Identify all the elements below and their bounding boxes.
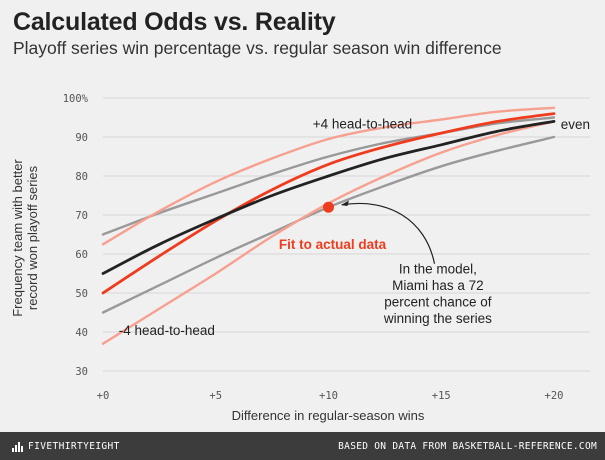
y-tick-label: 30	[75, 366, 88, 378]
x-tick-label: +0	[97, 390, 110, 402]
x-tick-label: +20	[545, 390, 564, 402]
y-tick-label: 80	[75, 171, 88, 183]
brand-name: FIVETHIRTYEIGHT	[28, 441, 120, 452]
y-tick-label: 100%	[63, 93, 89, 105]
arrowhead-icon	[340, 200, 349, 207]
y-ticks: 30 40 50 60 70 80 90 100%	[63, 93, 89, 378]
callout-line: winning the series	[383, 311, 492, 326]
callout-line: Miami has a 72	[392, 278, 484, 293]
chart-area: 30 40 50 60 70 80 90 100% +0 +5 +10 +15 +20 +4 head…	[10, 93, 590, 423]
callout-line: percent chance of	[384, 295, 492, 310]
fivethirtyeight-logo-icon	[12, 442, 23, 452]
annotations: +4 head-to-head even -4 head-to-head Fit to…	[119, 116, 590, 338]
x-tick-label: +15	[432, 390, 451, 402]
x-tick-label: +10	[319, 390, 338, 402]
series-line-fit-4-head-to-head	[101, 106, 556, 246]
y-tick-label: 90	[75, 132, 88, 144]
annotation-fit-to-actual-data: Fit to actual data	[279, 237, 387, 252]
annotation-arrow	[341, 202, 436, 264]
x-tick-label: +5	[209, 390, 222, 402]
annotation-4-head-to-head: -4 head-to-head	[119, 323, 215, 338]
series-line-fit-to-actual-data	[101, 112, 556, 295]
y-tick-label: 60	[75, 249, 88, 261]
miami-data-point	[323, 201, 334, 213]
source-credit: BASED ON DATA FROM BASKETBALL-REFERENCE.…	[338, 441, 597, 452]
annotation-even: even	[561, 117, 590, 132]
series-lines	[101, 106, 556, 345]
annotation-4-head-to-head: +4 head-to-head	[313, 116, 412, 131]
chart-subtitle: Playoff series win percentage vs. regula…	[13, 38, 502, 58]
footer-bar: FIVETHIRTYEIGHT BASED ON DATA FROM BASKE…	[0, 432, 605, 460]
y-axis-label-line1: Frequency team with better	[10, 159, 25, 317]
y-axis-label-line2: record won playoff series	[25, 165, 40, 310]
chart-title: Calculated Odds vs. Reality	[13, 8, 336, 36]
grid	[103, 97, 590, 372]
series-line-model-even	[101, 120, 556, 275]
series-line-fit-4-head-to-head	[101, 120, 556, 345]
y-tick-label: 50	[75, 288, 88, 300]
y-tick-label: 40	[75, 327, 88, 339]
x-axis-label: Difference in regular-season wins	[232, 408, 425, 423]
callout-line: In the model,	[399, 262, 477, 277]
y-tick-label: 70	[75, 210, 88, 222]
x-ticks: +0 +5 +10 +15 +20	[97, 390, 564, 402]
